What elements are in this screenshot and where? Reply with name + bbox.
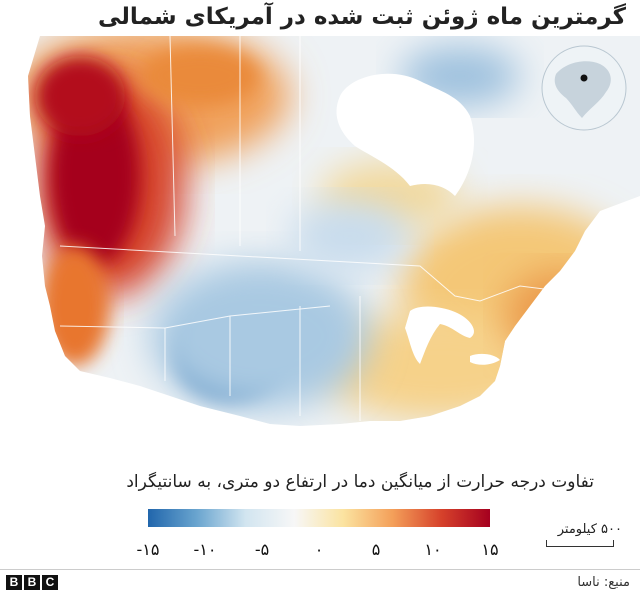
legend-tick: ۱۰ — [424, 540, 442, 559]
bbc-logo: B B C — [6, 575, 58, 590]
scale-bar — [546, 540, 614, 547]
temperature-anomaly-map — [0, 36, 640, 569]
legend-tick: ۵ — [371, 540, 381, 559]
boundary-lines — [59, 36, 601, 421]
legend-tick: ۱۵ — [481, 540, 499, 559]
logo-letter: B — [6, 575, 22, 590]
globe-locator-icon — [541, 45, 627, 131]
legend-tick: -۱۰ — [193, 540, 217, 559]
great-lakes — [405, 306, 475, 364]
source-credit: منبع: ناسا — [577, 575, 630, 590]
legend-title: تفاوت درجه حرارت از میانگین دما در ارتفا… — [126, 472, 594, 492]
hudson-bay — [336, 73, 475, 196]
legend-tick: -۵ — [254, 540, 270, 559]
logo-letter: B — [24, 575, 40, 590]
logo-letter: C — [42, 575, 58, 590]
legend-tick: ۰ — [314, 540, 324, 559]
color-scale-bar — [148, 509, 490, 527]
legend-tick: -۱۵ — [136, 540, 160, 559]
scale-label: ۵۰۰ کیلومتر — [557, 522, 622, 537]
map-title: گرمترین ماه ژوئن ثبت شده در آمریکای شمال… — [98, 4, 626, 30]
legend-gradient — [148, 509, 490, 527]
footer-divider — [0, 569, 640, 570]
